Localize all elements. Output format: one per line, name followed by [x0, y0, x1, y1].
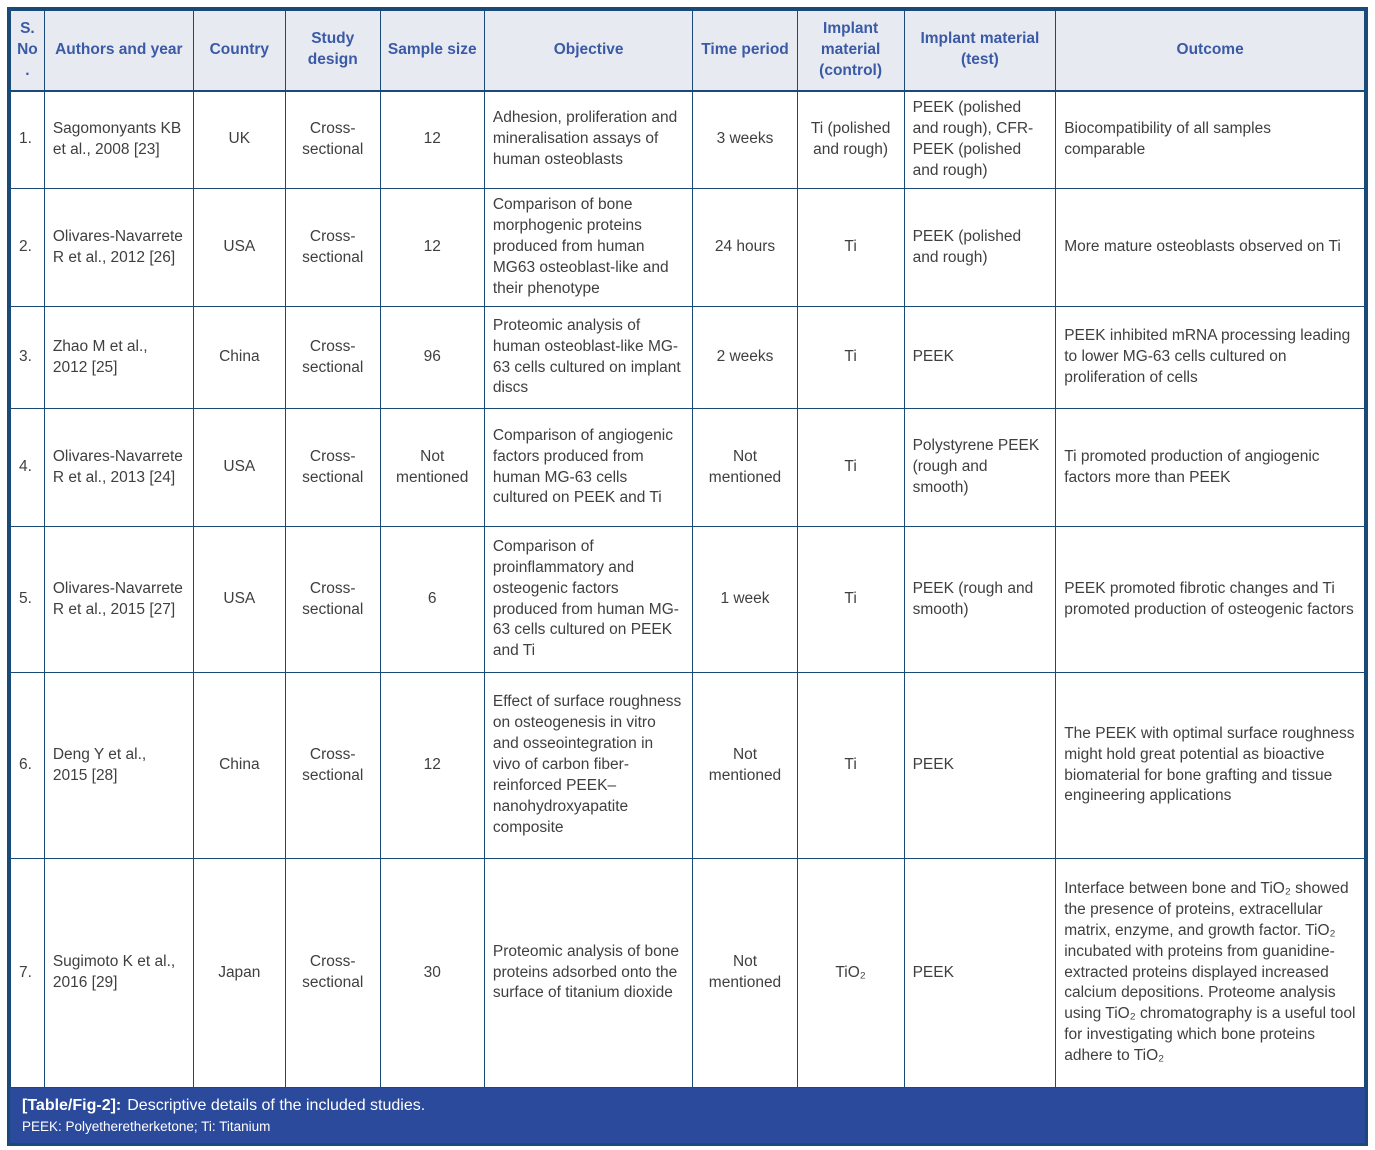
table-cell-authors: Sagomonyants KB et al., 2008 [23]	[43, 90, 194, 189]
table-cell-sample: 12	[379, 672, 485, 859]
table-cell-country: Japan	[192, 858, 286, 1088]
table-cell-objective: Comparison of angiogenic factors produce…	[483, 408, 694, 527]
table-cell-authors: Olivares-Navarrete R et al., 2013 [24]	[43, 408, 194, 527]
table-cell-sample: 12	[379, 90, 485, 189]
table-cell-authors: Sugimoto K et al., 2016 [29]	[43, 858, 194, 1088]
column-header-objective: Objective	[483, 10, 694, 92]
table-row: 5. Olivares-Navarrete R et al., 2015 [27]…	[10, 526, 1365, 673]
table-cell-objective: Adhesion, proliferation and mineralisati…	[483, 90, 694, 189]
table-cell-sno: 1.	[10, 90, 45, 189]
table-row: 1. Sagomonyants KB et al., 2008 [23] UK Cro…	[10, 90, 1365, 189]
table-cell-authors: Deng Y et al., 2015 [28]	[43, 672, 194, 859]
header-row: S. No. Authors and year Country Study de…	[10, 10, 1365, 92]
table-cell-outcome: The PEEK with optimal surface roughness …	[1055, 672, 1365, 859]
caption-label: [Table/Fig-2]:	[22, 1097, 122, 1114]
table-figure-2: S. No. Authors and year Country Study de…	[7, 7, 1368, 1147]
table-row: 3. Zhao M et al., 2012 [25] China Cross-sec…	[10, 306, 1365, 409]
table-cell-control: Ti	[796, 408, 905, 527]
table-body: 1. Sagomonyants KB et al., 2008 [23] UK Cro…	[10, 90, 1365, 1088]
column-header-outcome: Outcome	[1055, 10, 1365, 92]
caption-title: Descriptive details of the included stud…	[127, 1097, 426, 1114]
table-cell-time: Not mentioned	[692, 858, 798, 1088]
studies-table: S. No. Authors and year Country Study de…	[10, 10, 1365, 1088]
table-cell-country: UK	[192, 90, 286, 189]
table-cell-design: Cross-sectional	[284, 526, 381, 673]
table-cell-design: Cross-sectional	[284, 90, 381, 189]
table-cell-sample: 30	[379, 858, 485, 1088]
table-cell-test: Polystyrene PEEK (rough and smooth)	[903, 408, 1057, 527]
column-header-serial-number: S. No.	[10, 10, 45, 92]
table-cell-control: Ti	[796, 672, 905, 859]
table-cell-control: TiO₂	[796, 858, 905, 1088]
table-cell-design: Cross-sectional	[284, 306, 381, 409]
column-header-country: Country	[192, 10, 286, 92]
table-cell-test: PEEK	[903, 306, 1057, 409]
table-cell-outcome: Ti promoted production of angiogenic fac…	[1055, 408, 1365, 527]
table-cell-authors: Olivares-Navarrete R et al., 2012 [26]	[43, 188, 194, 307]
table-header: S. No. Authors and year Country Study de…	[10, 10, 1365, 92]
caption-footnote: PEEK: Polyetheretherketone; Ti: Titanium	[22, 1118, 271, 1134]
table-cell-time: 2 weeks	[692, 306, 798, 409]
table-cell-design: Cross-sectional	[284, 408, 381, 527]
table-cell-control: Ti	[796, 526, 905, 673]
table-row: 4. Olivares-Navarrete R et al., 2013 [24]…	[10, 408, 1365, 527]
table-cell-objective: Comparison of bone morphogenic proteins …	[483, 188, 694, 307]
table-cell-sample: 6	[379, 526, 485, 673]
table-cell-objective: Comparison of proinflammatory and osteog…	[483, 526, 694, 673]
table-cell-country: China	[192, 672, 286, 859]
table-cell-control: Ti	[796, 188, 905, 307]
table-cell-design: Cross-sectional	[284, 672, 381, 859]
caption-line: [Table/Fig-2]: Descriptive details of the…	[22, 1095, 1353, 1117]
table-cell-country: USA	[192, 188, 286, 307]
table-row: 7. Sugimoto K et al., 2016 [29] Japan Cross…	[10, 858, 1365, 1088]
table-cell-time: 1 week	[692, 526, 798, 673]
table-cell-time: 3 weeks	[692, 90, 798, 189]
table-cell-outcome: PEEK promoted fibrotic changes and Ti pr…	[1055, 526, 1365, 673]
table-cell-outcome: More mature osteoblasts observed on Ti	[1055, 188, 1365, 307]
table-cell-sample: 96	[379, 306, 485, 409]
table-cell-authors: Olivares-Navarrete R et al., 2015 [27]	[43, 526, 194, 673]
column-header-authors-year: Authors and year	[43, 10, 194, 92]
table-cell-authors: Zhao M et al., 2012 [25]	[43, 306, 194, 409]
column-header-implant-material-control: Implant material (control)	[796, 10, 905, 92]
column-header-sample-size: Sample size	[379, 10, 485, 92]
table-cell-control: Ti	[796, 306, 905, 409]
table-row: 2. Olivares-Navarrete R et al., 2012 [26]…	[10, 188, 1365, 307]
column-header-implant-material-test: Implant material (test)	[903, 10, 1057, 92]
column-header-time-period: Time period	[692, 10, 798, 92]
table-caption: [Table/Fig-2]: Descriptive details of the…	[10, 1088, 1365, 1144]
table-cell-country: USA	[192, 408, 286, 527]
table-cell-outcome: PEEK inhibited mRNA processing leading t…	[1055, 306, 1365, 409]
table-cell-objective: Proteomic analysis of bone proteins adso…	[483, 858, 694, 1088]
table-cell-design: Cross-sectional	[284, 858, 381, 1088]
column-header-study-design: Study design	[284, 10, 381, 92]
table-cell-sno: 6.	[10, 672, 45, 859]
table-cell-outcome: Biocompatibility of all samples comparab…	[1055, 90, 1365, 189]
table-cell-sno: 2.	[10, 188, 45, 307]
table-cell-country: USA	[192, 526, 286, 673]
table-cell-sample: Not mentioned	[379, 408, 485, 527]
table-cell-sno: 5.	[10, 526, 45, 673]
table-cell-time: Not mentioned	[692, 672, 798, 859]
table-cell-outcome: Interface between bone and TiO₂ showed t…	[1055, 858, 1365, 1088]
table-cell-test: PEEK (rough and smooth)	[903, 526, 1057, 673]
table-cell-design: Cross-sectional	[284, 188, 381, 307]
table-cell-test: PEEK (polished and rough), CFR-PEEK (pol…	[903, 90, 1057, 189]
table-cell-test: PEEK	[903, 858, 1057, 1088]
table-row: 6. Deng Y et al., 2015 [28] China Cross-sec…	[10, 672, 1365, 859]
table-cell-sno: 7.	[10, 858, 45, 1088]
table-cell-test: PEEK (polished and rough)	[903, 188, 1057, 307]
table-cell-objective: Proteomic analysis of human osteoblast-l…	[483, 306, 694, 409]
table-cell-country: China	[192, 306, 286, 409]
table-cell-control: Ti (polished and rough)	[796, 90, 905, 189]
table-cell-time: Not mentioned	[692, 408, 798, 527]
table-cell-objective: Effect of surface roughness on osteogene…	[483, 672, 694, 859]
table-cell-test: PEEK	[903, 672, 1057, 859]
table-cell-sample: 12	[379, 188, 485, 307]
table-cell-sno: 3.	[10, 306, 45, 409]
table-cell-sno: 4.	[10, 408, 45, 527]
table-cell-time: 24 hours	[692, 188, 798, 307]
